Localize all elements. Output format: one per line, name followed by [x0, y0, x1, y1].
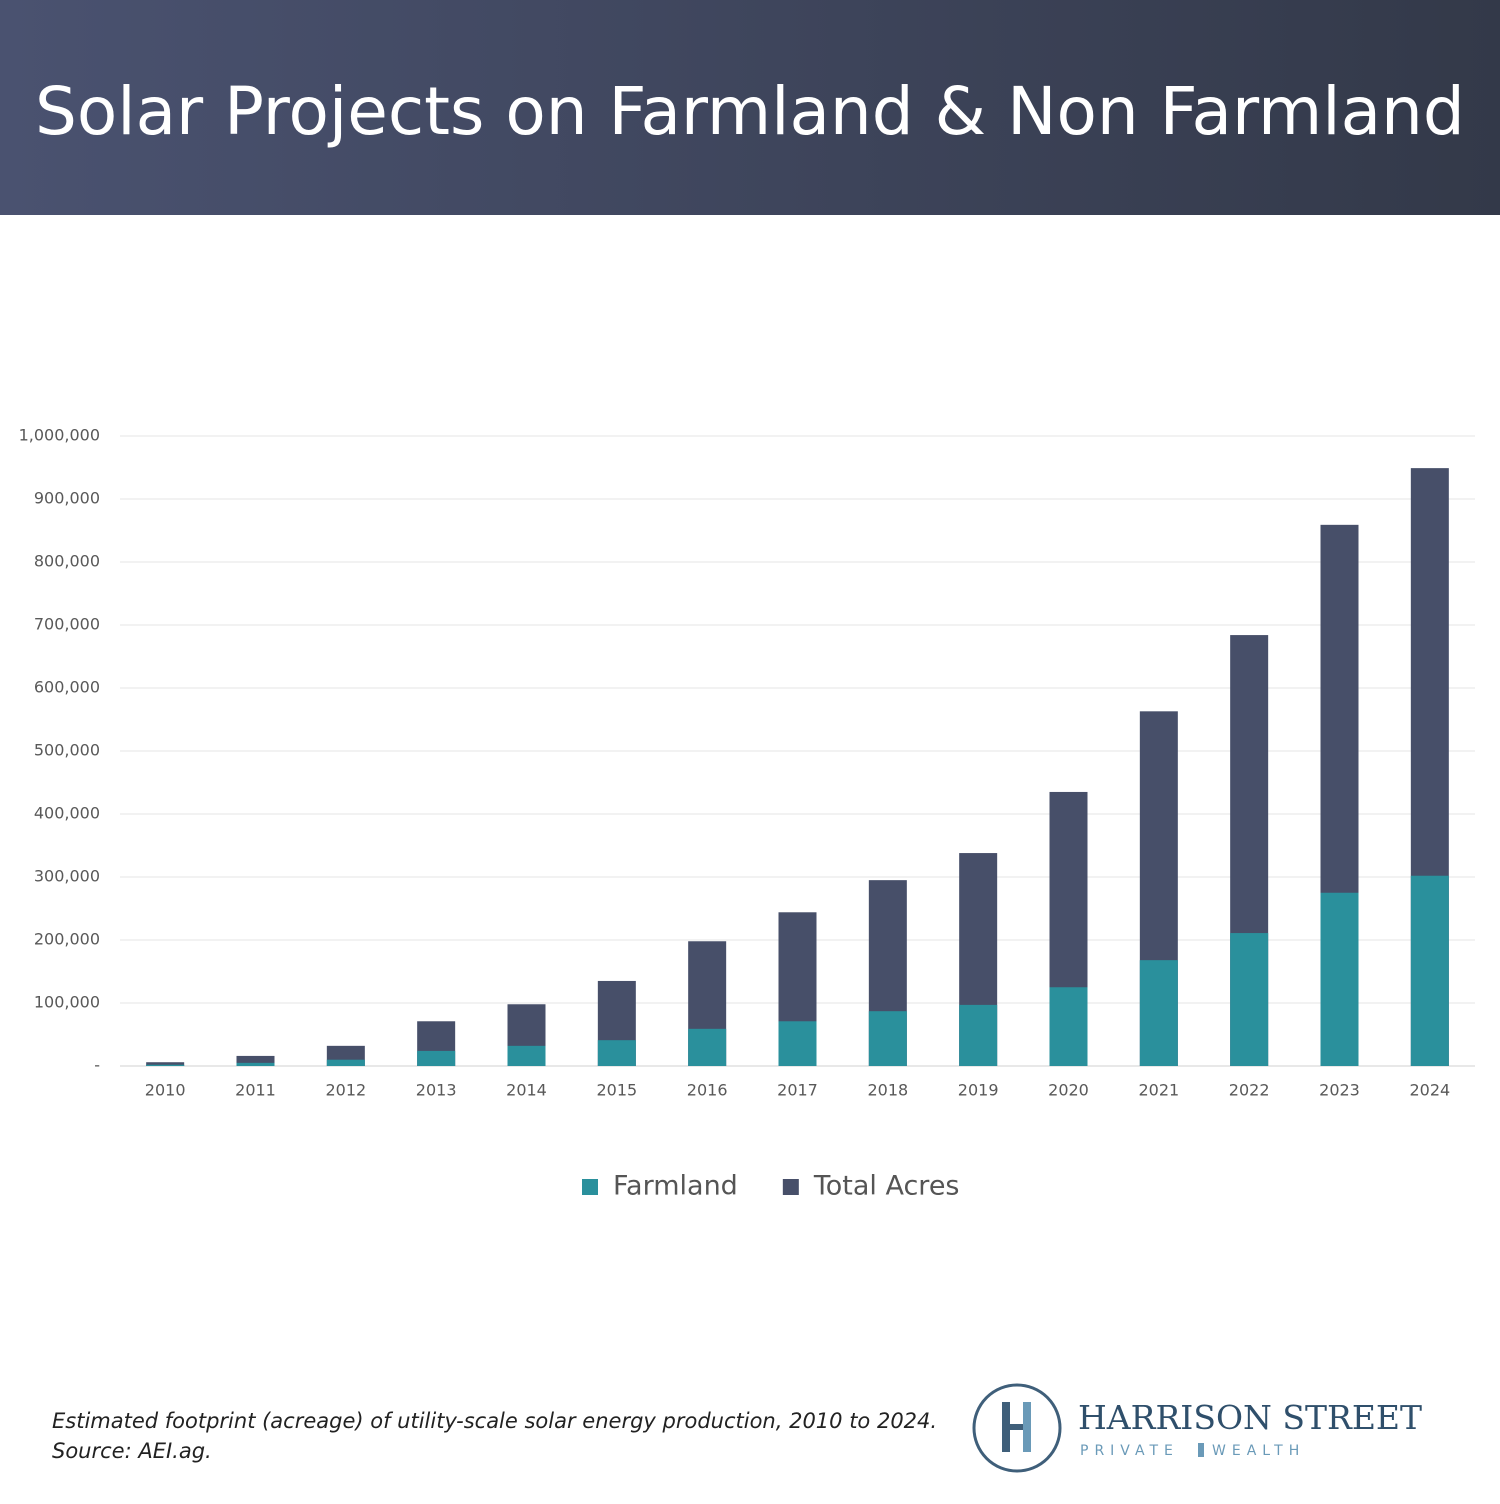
logo-mark	[1198, 1443, 1204, 1457]
logo-ring	[972, 1383, 1062, 1473]
bar	[1139, 960, 1178, 1066]
y-tick-label: 400,000	[34, 804, 100, 823]
bar	[507, 1045, 546, 1066]
bar	[146, 1064, 185, 1066]
legend-swatch	[782, 1179, 799, 1195]
y-tick-label: 300,000	[34, 867, 100, 886]
bar	[236, 1062, 275, 1066]
bar	[868, 1011, 907, 1066]
x-tick-label: 2020	[1048, 1081, 1089, 1100]
chart-title: Solar Projects on Farmland & Non Farmlan…	[35, 73, 1465, 150]
bar	[778, 1021, 817, 1066]
header-band	[0, 0, 1500, 215]
footnote: Source: AEI.ag.	[52, 1439, 212, 1463]
x-tick-label: 2013	[416, 1081, 457, 1100]
legend-label: Farmland	[613, 1171, 738, 1202]
bar	[1049, 987, 1088, 1066]
y-tick-label: 800,000	[34, 552, 100, 571]
y-tick-label: 700,000	[34, 615, 100, 634]
x-tick-label: 2012	[325, 1081, 366, 1100]
x-tick-label: 2023	[1319, 1081, 1360, 1100]
x-tick-label: 2017	[777, 1081, 818, 1100]
logo-mark	[1023, 1402, 1031, 1452]
bar	[326, 1059, 365, 1066]
logo-mark	[1010, 1424, 1023, 1430]
y-tick-label: 600,000	[34, 678, 100, 697]
logo-name: HARRISON STREET	[1078, 1398, 1422, 1437]
bar	[959, 1004, 998, 1066]
bar	[688, 1028, 727, 1066]
bar	[1320, 892, 1359, 1066]
y-tick-label: 1,000,000	[19, 426, 100, 445]
bar	[1410, 875, 1449, 1066]
x-tick-label: 2015	[596, 1081, 637, 1100]
legend-swatch	[582, 1179, 598, 1195]
x-tick-label: 2021	[1138, 1081, 1179, 1100]
legend-label: Total Acres	[813, 1171, 960, 1202]
logo-sub: PRIVATE	[1080, 1443, 1179, 1459]
bar	[146, 1062, 185, 1066]
y-tick-label: 900,000	[34, 489, 100, 508]
x-tick-label: 2011	[235, 1081, 276, 1100]
logo-mark	[1002, 1402, 1010, 1452]
y-tick-label: 200,000	[34, 930, 100, 949]
x-tick-label: 2018	[867, 1081, 908, 1100]
x-tick-label: 2016	[687, 1081, 728, 1100]
x-tick-label: 2022	[1229, 1081, 1270, 1100]
bar	[236, 1055, 275, 1066]
bar	[597, 1040, 636, 1066]
footnote: Estimated footprint (acreage) of utility…	[52, 1409, 937, 1433]
x-tick-label: 2014	[506, 1081, 547, 1100]
y-tick-label: -	[94, 1056, 100, 1075]
x-tick-label: 2010	[145, 1081, 186, 1100]
bar	[417, 1050, 456, 1066]
y-tick-label: 100,000	[34, 993, 100, 1012]
y-tick-label: 500,000	[34, 741, 100, 760]
x-tick-label: 2019	[958, 1081, 999, 1100]
logo-sub: WEALTH	[1212, 1443, 1305, 1459]
bar	[1230, 933, 1269, 1066]
x-tick-label: 2024	[1409, 1081, 1450, 1100]
